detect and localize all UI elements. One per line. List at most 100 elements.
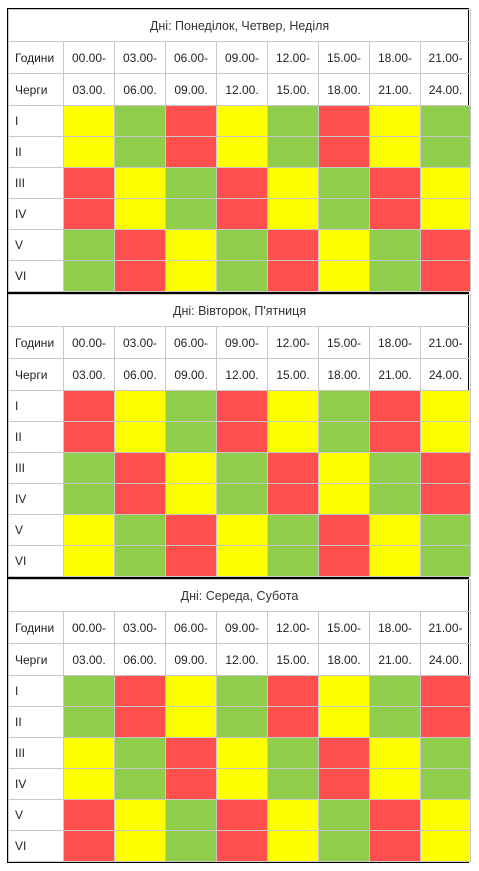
status-cell-yellow (318, 452, 370, 484)
queue-row: VI (8, 545, 472, 577)
status-cell-green (369, 675, 421, 707)
status-cell-green (216, 452, 268, 484)
hour-end-cell: 15.00. (267, 73, 319, 106)
status-cell-red (318, 514, 370, 546)
status-cell-green (419, 105, 472, 137)
queue-label: III (8, 737, 64, 769)
status-cell-green (63, 675, 115, 707)
status-cell-yellow (318, 260, 370, 292)
status-cell-green (63, 260, 115, 292)
status-cell-red (369, 390, 421, 422)
hour-end-cell: 12.00. (216, 358, 268, 391)
status-cell-yellow (63, 545, 115, 577)
status-cell-red (267, 229, 319, 261)
hour-start-cell: 00.00- (63, 326, 115, 359)
status-cell-yellow (318, 483, 370, 515)
queue-label: VI (8, 830, 64, 862)
status-cell-red (419, 483, 472, 515)
status-cell-yellow (369, 737, 421, 769)
status-cell-red (114, 675, 166, 707)
status-cell-yellow (216, 545, 268, 577)
queues-label: Черги (8, 358, 64, 391)
status-cell-green (318, 390, 370, 422)
status-cell-yellow (369, 545, 421, 577)
hour-end-cell: 18.00. (318, 73, 370, 106)
status-cell-yellow (63, 514, 115, 546)
queue-row: IV (8, 483, 472, 515)
status-cell-red (318, 105, 370, 137)
status-cell-yellow (114, 198, 166, 230)
hour-start-cell: 09.00- (216, 611, 268, 644)
status-cell-red (114, 706, 166, 738)
days-title: Дні: Середа, Субота (8, 579, 471, 612)
status-cell-yellow (369, 768, 421, 800)
hour-start-cell: 12.00- (267, 326, 319, 359)
status-cell-yellow (420, 799, 471, 831)
status-cell-yellow (165, 483, 217, 515)
status-cell-yellow (114, 167, 166, 199)
queues-label: Черги (8, 643, 64, 676)
hour-end-cell: 03.00. (63, 73, 115, 106)
status-cell-yellow (369, 514, 421, 546)
queues-label: Черги (8, 73, 64, 106)
status-cell-green (369, 706, 421, 738)
status-cell-yellow (114, 799, 166, 831)
queue-row: II (8, 421, 472, 453)
status-cell-red (267, 675, 319, 707)
hour-end-cell: 18.00. (318, 358, 370, 391)
hour-end-cell: 09.00. (165, 358, 217, 391)
status-cell-green (216, 483, 268, 515)
status-cell-yellow (267, 198, 319, 230)
status-cell-red (165, 768, 217, 800)
status-cell-yellow (216, 768, 268, 800)
status-cell-red (369, 799, 421, 831)
hour-end-cell: 12.00. (216, 73, 268, 106)
queue-label: III (8, 167, 64, 199)
status-cell-green (318, 421, 370, 453)
hours-label: Години (8, 326, 64, 359)
status-cell-yellow (216, 105, 268, 137)
status-cell-green (216, 675, 268, 707)
queue-row: III (8, 452, 472, 484)
hour-end-cell: 09.00. (165, 73, 217, 106)
status-cell-yellow (369, 136, 421, 168)
queue-row: II (8, 136, 472, 168)
hour-end-cell: 06.00. (114, 643, 166, 676)
hour-end-cell: 21.00. (369, 73, 421, 106)
status-cell-green (165, 830, 217, 862)
hour-start-cell: 15.00- (318, 41, 370, 74)
status-cell-yellow (267, 167, 319, 199)
status-cell-yellow (165, 675, 217, 707)
status-cell-red (114, 452, 166, 484)
hour-end-cell: 12.00. (216, 643, 268, 676)
status-cell-yellow (165, 229, 217, 261)
status-cell-yellow (267, 421, 319, 453)
status-cell-yellow (165, 706, 217, 738)
status-cell-red (114, 229, 166, 261)
queue-row: IV (8, 768, 471, 800)
status-cell-red (63, 198, 115, 230)
status-cell-red (216, 167, 268, 199)
queue-label: V (8, 229, 64, 261)
status-cell-red (165, 737, 217, 769)
status-cell-green (165, 421, 217, 453)
status-cell-red (165, 545, 217, 577)
hour-end-cell: 18.00. (318, 643, 370, 676)
queue-label: II (8, 706, 64, 738)
schedule-section: Дні: Вівторок, П'ятниця Години 00.00- 03.00… (7, 293, 472, 578)
hour-start-cell: 00.00- (63, 611, 115, 644)
status-cell-yellow (63, 737, 115, 769)
status-cell-red (216, 830, 268, 862)
status-cell-green (267, 737, 319, 769)
status-cell-yellow (419, 198, 472, 230)
queue-row: V (8, 514, 472, 546)
status-cell-red (369, 198, 421, 230)
status-cell-red (267, 706, 319, 738)
queue-row: I (8, 390, 472, 422)
queue-row: I (8, 675, 471, 707)
status-cell-red (63, 390, 115, 422)
status-cell-red (267, 483, 319, 515)
status-cell-red (419, 260, 472, 292)
hour-start-cell: 06.00- (165, 41, 217, 74)
status-cell-green (165, 167, 217, 199)
